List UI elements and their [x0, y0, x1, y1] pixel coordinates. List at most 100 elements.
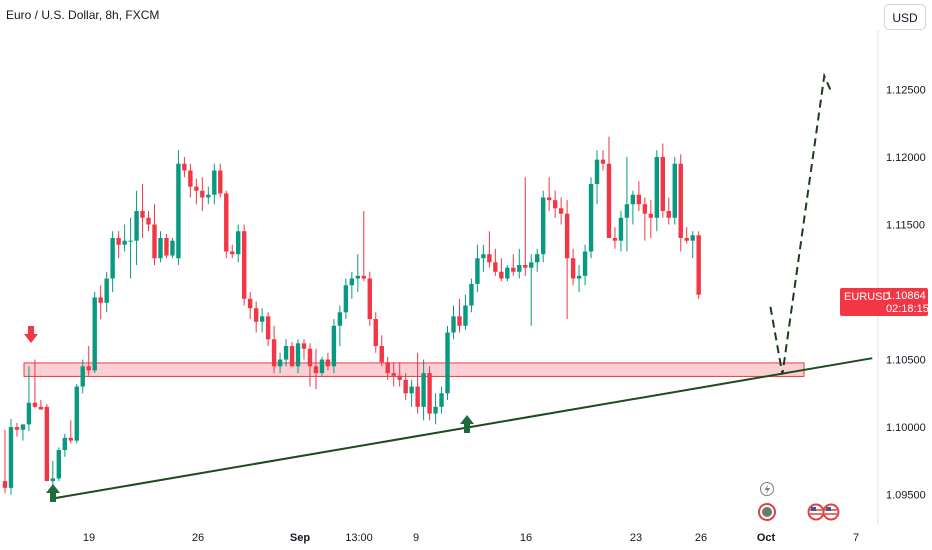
candle — [265, 312, 271, 347]
candle-body — [564, 213, 570, 259]
candle-body — [684, 237, 689, 241]
lightning-icon[interactable] — [760, 482, 774, 496]
candle-body — [379, 346, 384, 363]
last-price: 1.10864 — [886, 290, 926, 302]
candle — [38, 400, 44, 410]
candle-body — [253, 308, 259, 322]
candle — [206, 186, 211, 205]
candle — [427, 366, 432, 421]
time-tick-label: 26 — [192, 532, 204, 544]
candle — [122, 224, 127, 252]
candle-body — [116, 237, 121, 245]
candle — [68, 420, 73, 444]
candle-body — [32, 402, 38, 407]
candle — [361, 210, 366, 282]
candle — [439, 386, 444, 414]
candle-body — [696, 235, 701, 295]
price-tick-label: 1.09500 — [886, 490, 926, 502]
candle — [32, 359, 38, 409]
candle — [355, 254, 361, 293]
candle-body — [546, 197, 552, 201]
candle-body — [666, 210, 671, 218]
candle — [110, 231, 115, 293]
candle-body — [361, 275, 366, 279]
candle — [612, 227, 618, 249]
candle-body — [409, 386, 414, 394]
candle-body — [606, 163, 612, 238]
candle-body — [146, 217, 151, 225]
us-flag-event-icon[interactable] — [822, 503, 840, 521]
candle — [74, 383, 79, 444]
candle — [541, 190, 546, 263]
time-tick-label: 9 — [413, 532, 419, 544]
candle-body — [439, 393, 444, 407]
candle — [433, 393, 438, 425]
price-tick-label: 1.10000 — [886, 422, 926, 434]
candle-body — [451, 316, 456, 333]
candle-body — [236, 231, 241, 255]
candle-body — [648, 213, 654, 218]
candle — [128, 217, 133, 279]
candle — [600, 150, 606, 171]
candle-body — [98, 297, 103, 303]
candle — [630, 190, 636, 225]
candle — [409, 379, 414, 407]
candle-body — [62, 437, 67, 451]
us-flag-event-icon[interactable] — [807, 503, 825, 521]
candle-body — [2, 481, 8, 488]
candle-body — [690, 235, 695, 241]
candle — [499, 258, 504, 282]
candle — [546, 177, 552, 211]
candle-body — [588, 183, 594, 252]
candle-body — [152, 224, 157, 259]
candle — [397, 362, 402, 387]
candle-body — [14, 427, 20, 430]
candle — [606, 136, 612, 238]
candle-body — [50, 478, 56, 482]
candle-body — [218, 170, 223, 194]
candle — [170, 237, 175, 259]
bar-countdown: 02:18:15 — [886, 303, 929, 315]
currency-button[interactable]: USD — [884, 4, 926, 30]
projected-path — [769, 72, 832, 375]
candle — [104, 271, 109, 313]
candle — [588, 177, 594, 259]
candle — [570, 248, 576, 286]
candle — [295, 339, 301, 374]
candle-body — [289, 346, 295, 367]
candle — [313, 348, 319, 390]
candle-body — [493, 262, 498, 272]
support-zone — [23, 362, 805, 377]
candle-body — [128, 240, 133, 242]
candle-body — [224, 193, 229, 252]
candle-body — [487, 254, 492, 263]
candle-body — [331, 325, 337, 367]
candle-body — [140, 210, 145, 218]
candle-body — [535, 254, 540, 263]
candle-body — [92, 297, 97, 371]
candle — [552, 190, 558, 218]
candle — [259, 308, 265, 333]
candle-body — [523, 265, 528, 268]
candle — [253, 301, 259, 333]
time-tick-label: 13:00 — [345, 532, 373, 544]
candle-body — [194, 186, 199, 191]
candle-body — [349, 278, 355, 286]
candle — [696, 231, 701, 299]
us-flag-event-icon[interactable] — [758, 503, 776, 521]
candle-body — [277, 359, 283, 367]
candle — [242, 224, 247, 306]
candle — [44, 404, 50, 482]
candle — [367, 271, 372, 326]
candle — [678, 154, 683, 252]
candle — [182, 156, 187, 178]
candle-body — [355, 275, 361, 279]
candle — [517, 248, 522, 279]
candle — [415, 352, 420, 414]
candle — [80, 359, 85, 394]
candle-body — [552, 200, 558, 209]
candle-body — [678, 163, 683, 238]
candle — [212, 163, 217, 205]
candle-body — [44, 406, 50, 482]
